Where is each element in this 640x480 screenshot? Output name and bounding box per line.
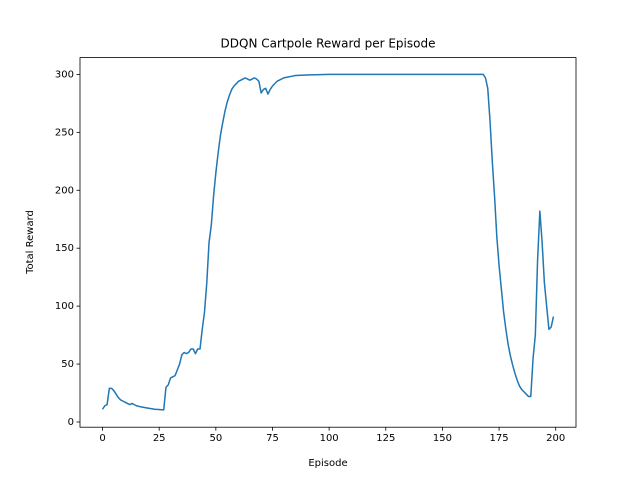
y-axis-label: Total Reward bbox=[25, 210, 36, 275]
x-tick-label: 0 bbox=[99, 433, 105, 444]
y-tick-label: 100 bbox=[55, 301, 74, 312]
y-tick-label: 200 bbox=[55, 185, 74, 196]
x-tick-label: 175 bbox=[490, 433, 509, 444]
x-tick-label: 125 bbox=[376, 433, 395, 444]
x-axis-label: Episode bbox=[308, 458, 347, 469]
x-tick-label: 100 bbox=[320, 433, 339, 444]
x-tick-label: 150 bbox=[433, 433, 452, 444]
x-tick-label: 75 bbox=[266, 433, 279, 444]
y-tick-label: 50 bbox=[61, 359, 74, 370]
y-tick-label: 250 bbox=[55, 127, 74, 138]
x-tick-label: 25 bbox=[153, 433, 166, 444]
x-tick-label: 200 bbox=[546, 433, 565, 444]
y-tick-label: 150 bbox=[55, 243, 74, 254]
y-tick-label: 0 bbox=[68, 417, 74, 428]
plot-frame bbox=[79, 57, 577, 428]
y-tick-label: 300 bbox=[55, 69, 74, 80]
chart-title: DDQN Cartpole Reward per Episode bbox=[221, 37, 436, 51]
data-line bbox=[101, 73, 555, 411]
x-tick-label: 50 bbox=[209, 433, 222, 444]
